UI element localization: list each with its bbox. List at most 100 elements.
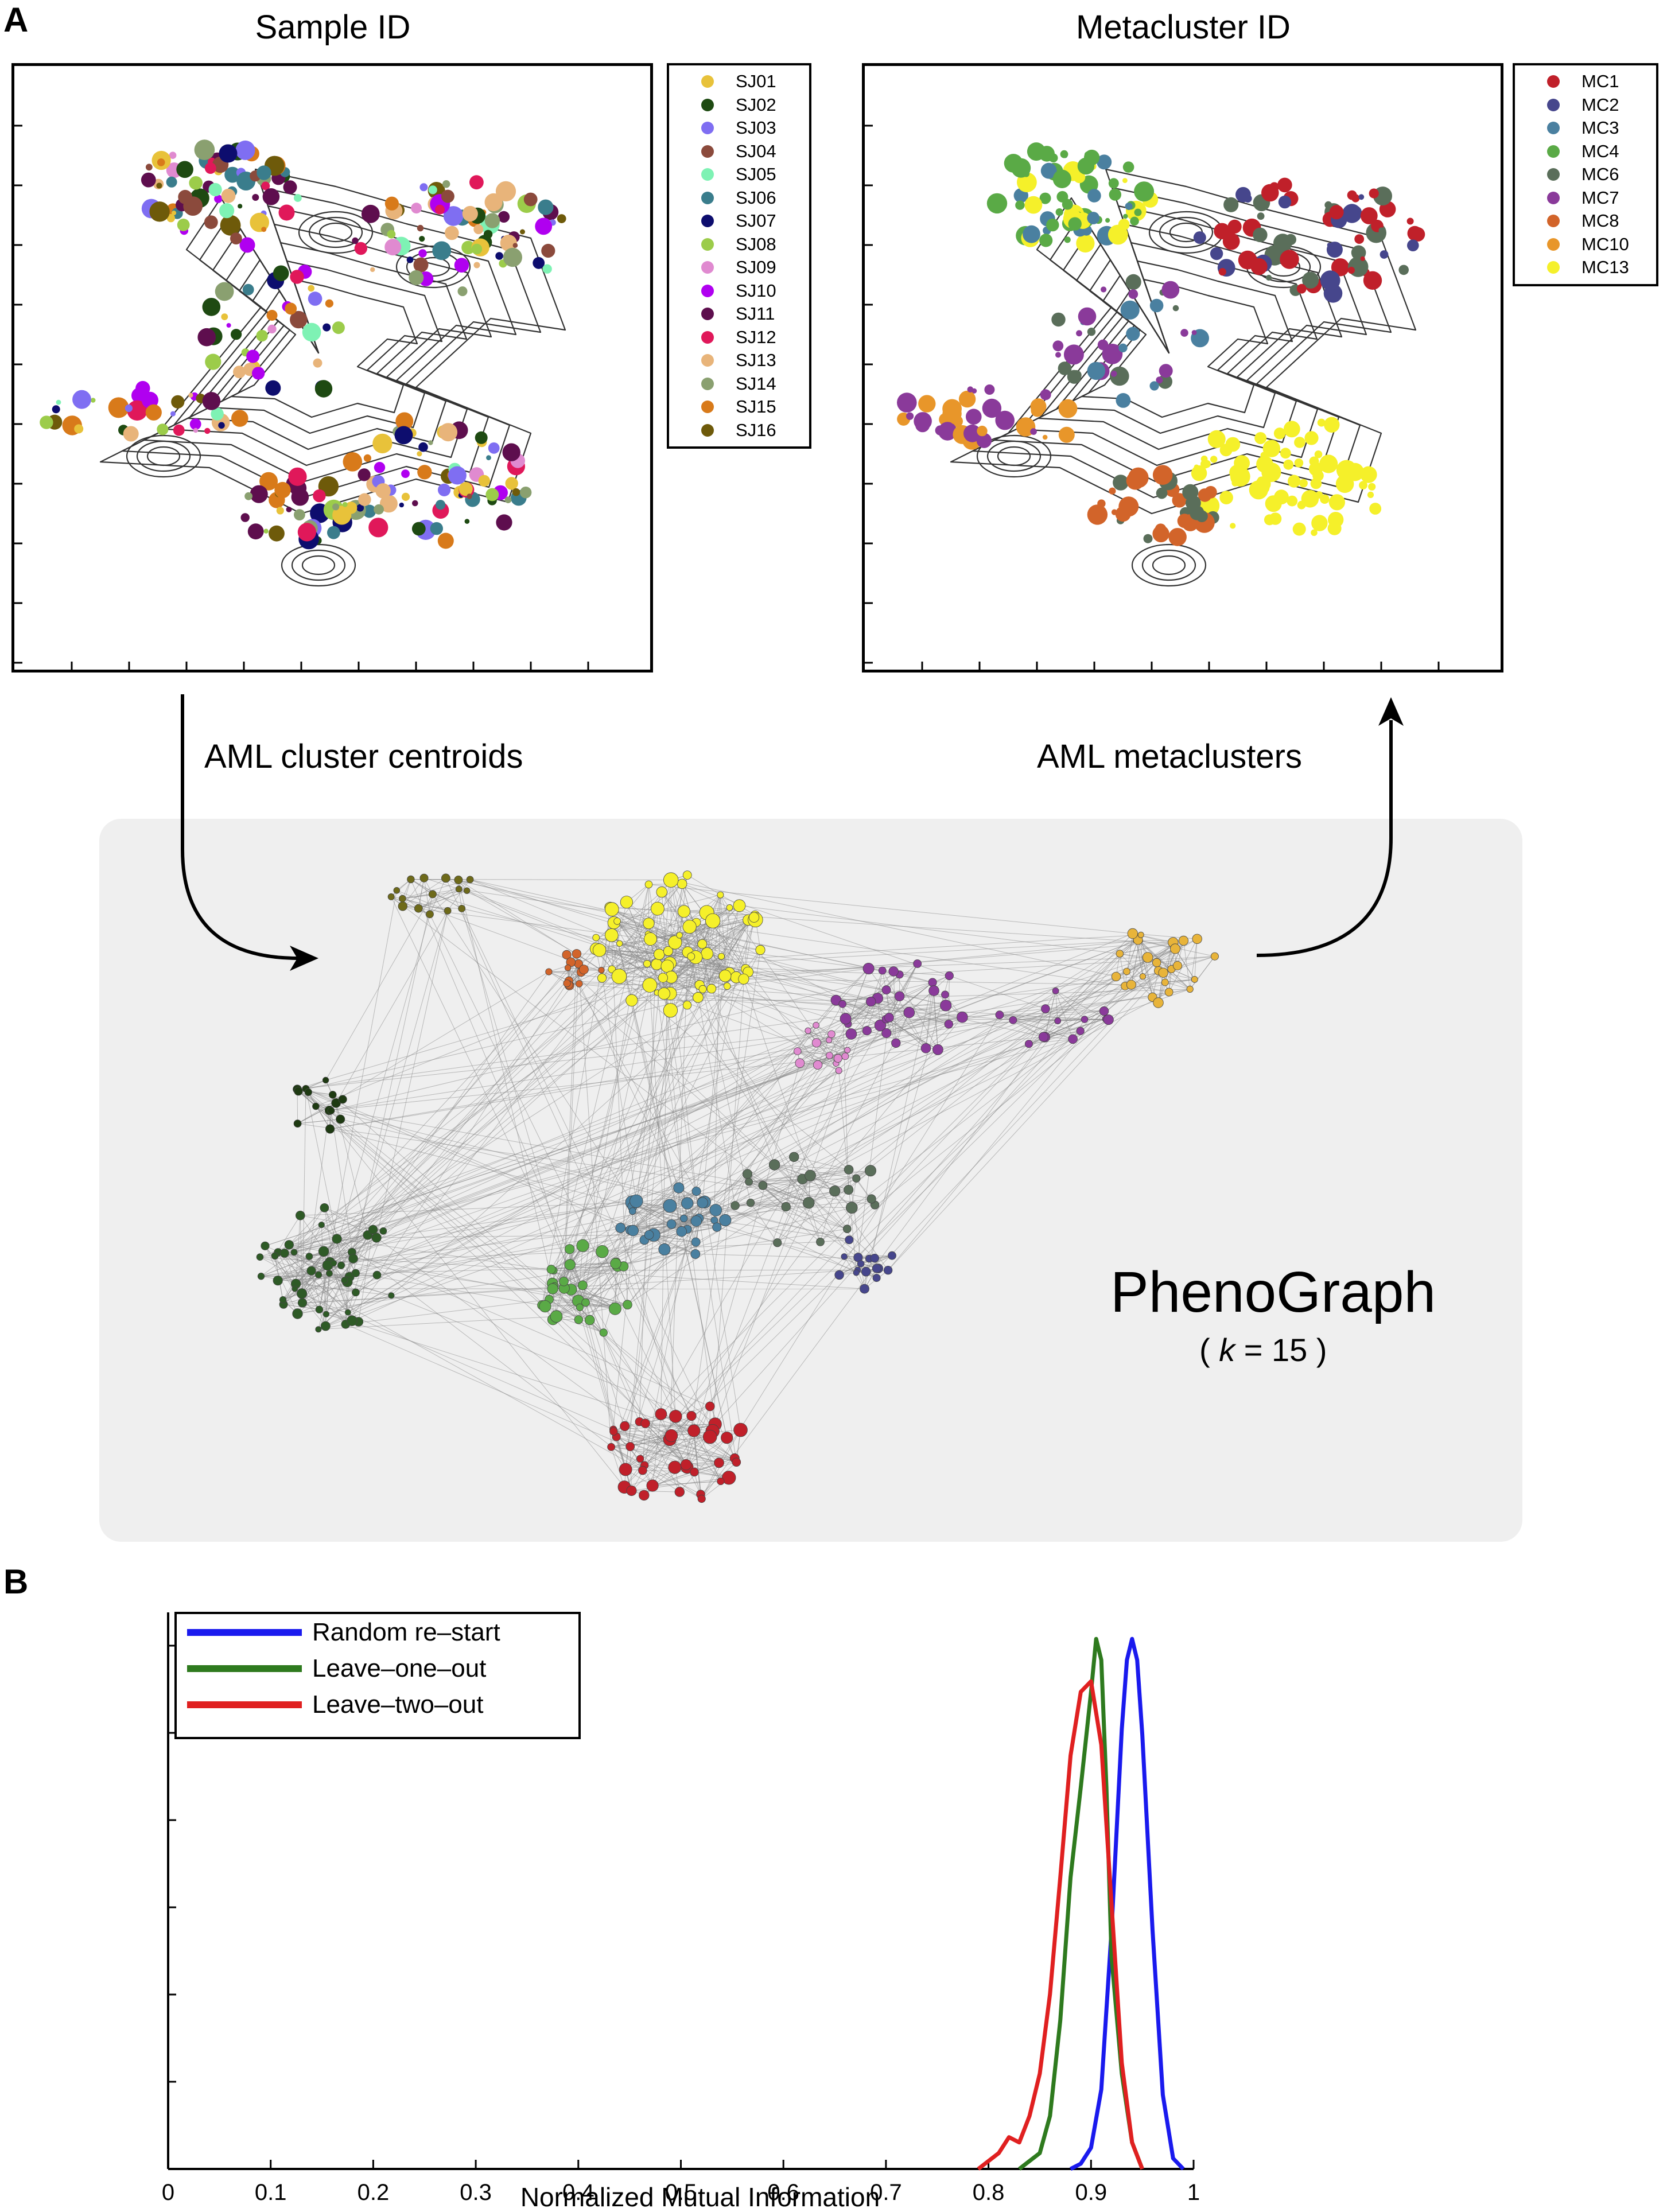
scatter-point — [256, 329, 268, 342]
graph-node — [615, 1222, 626, 1233]
graph-edge — [376, 1170, 871, 1238]
graph-node — [1024, 1040, 1033, 1048]
metacluster-legend: MC1 MC2 MC3 MC4 MC6 MC7 MC8 MC10 MC13 — [1513, 63, 1658, 286]
graph-node — [676, 932, 683, 939]
graph-node — [644, 932, 658, 946]
graph-edge — [702, 895, 721, 989]
graph-node — [636, 1455, 644, 1463]
graph-edge — [613, 1431, 632, 1491]
contour-line — [308, 216, 363, 248]
graph-edge — [613, 922, 702, 944]
scatter-point — [1261, 462, 1281, 483]
graph-node — [256, 1253, 264, 1261]
scatter-point — [1314, 450, 1323, 458]
graph-node — [676, 1226, 687, 1237]
legend-label: SJ16 — [736, 419, 776, 440]
graph-edge — [747, 1173, 809, 1203]
metacluster-legend-item: MC10 — [1524, 233, 1646, 256]
graph-node — [686, 1411, 697, 1421]
scatter-point — [1317, 418, 1326, 427]
graph-edge — [689, 926, 749, 973]
graph-node — [575, 980, 583, 988]
scatter-point — [170, 411, 176, 417]
graph-node — [835, 1067, 842, 1074]
graph-node — [1081, 1016, 1089, 1023]
contour-line — [301, 555, 336, 576]
scatter-point — [40, 415, 53, 429]
graph-edge — [671, 919, 756, 978]
graph-edge — [602, 1227, 717, 1252]
graph-edge — [284, 1253, 356, 1274]
scatter-point — [432, 241, 452, 261]
graph-edge — [1055, 990, 1058, 1021]
graph-edge — [725, 905, 740, 976]
graph-edge — [318, 1316, 557, 1330]
axis-ticks — [865, 125, 1440, 670]
graph-node — [845, 1235, 854, 1245]
graph-node — [755, 944, 766, 955]
graph-edge — [397, 890, 448, 911]
graph-edge — [376, 1220, 697, 1276]
graph-edge — [391, 1295, 692, 1417]
graph-node — [945, 971, 954, 981]
graph-edge — [1028, 1008, 1046, 1044]
graph-node — [1164, 988, 1173, 997]
graph-node — [318, 1246, 329, 1257]
graph-node — [292, 1285, 298, 1292]
graph-edge — [556, 992, 1169, 1317]
legend-marker-icon — [701, 122, 714, 135]
graph-node — [995, 1010, 1004, 1020]
scatter-point — [1329, 205, 1344, 220]
arrow-right-label: AML metaclusters — [1037, 738, 1302, 775]
graph-edge — [644, 1430, 713, 1466]
graph-edge — [429, 914, 676, 1417]
graph-edge — [725, 920, 749, 976]
legend-label: SJ01 — [736, 71, 776, 92]
graph-edge — [613, 1431, 729, 1478]
graph-node — [372, 1270, 382, 1280]
graph-node — [840, 1013, 852, 1025]
scatter-point — [1324, 417, 1340, 433]
graph-edge — [750, 1202, 778, 1243]
graph-edge — [355, 1273, 542, 1306]
graph-edge — [613, 1430, 694, 1432]
x-tick-label: 0 — [162, 2180, 174, 2205]
scatter-point — [1398, 265, 1409, 275]
legend-marker-icon — [1547, 238, 1560, 251]
scatter-point — [288, 467, 307, 486]
legend-label: Leave–two–out — [312, 1690, 484, 1719]
graph-edge — [882, 970, 896, 1043]
graph-node — [738, 973, 749, 985]
legend-marker-icon — [701, 423, 714, 437]
graph-edge — [999, 1014, 1109, 1020]
graph-node — [1103, 1014, 1114, 1025]
graph-edge — [582, 1285, 616, 1309]
graph-node — [337, 1261, 345, 1269]
graph-edge — [596, 884, 649, 949]
graph-node — [576, 1303, 584, 1311]
scatter-point — [503, 247, 523, 267]
scatter-point — [1046, 218, 1059, 232]
graph-node — [920, 1043, 931, 1053]
graph-edge — [570, 1289, 616, 1309]
scatter-point — [1254, 432, 1267, 444]
scatter-point — [500, 235, 517, 252]
graph-node — [656, 886, 667, 898]
scatter-point — [267, 324, 277, 334]
scatter-point — [215, 282, 234, 301]
graph-node — [687, 953, 695, 961]
graph-edge — [794, 1156, 849, 1170]
scatter-point — [1210, 456, 1218, 463]
graph-node — [712, 1222, 722, 1232]
scatter-point — [246, 349, 260, 363]
graph-edge — [376, 1237, 686, 1465]
scatter-point — [1347, 190, 1357, 200]
graph-node — [327, 1107, 335, 1114]
graph-edge — [432, 894, 633, 1203]
sample-legend-item: SJ13 — [678, 349, 799, 372]
graph-edge — [329, 1129, 879, 1269]
scatter-point — [485, 488, 499, 502]
graph-edge — [868, 963, 918, 969]
graph-edge — [418, 879, 471, 909]
scatter-point — [387, 230, 396, 239]
